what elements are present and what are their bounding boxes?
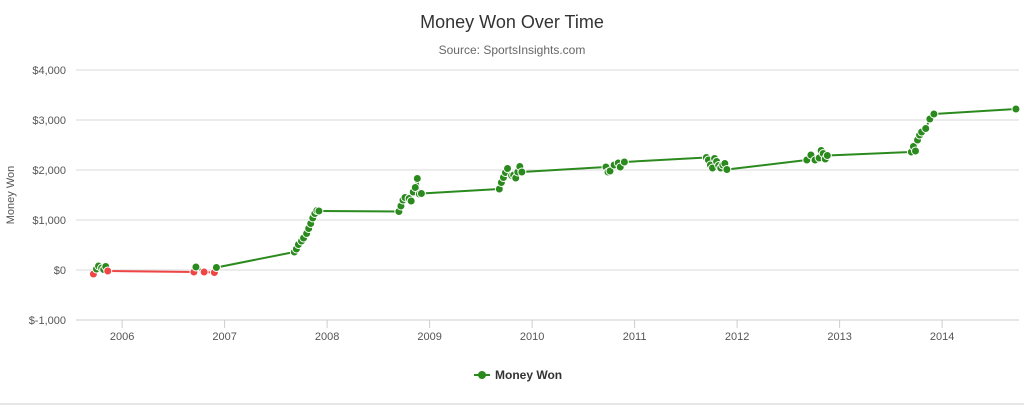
data-point[interactable]	[314, 206, 324, 216]
legend-marker-money-won	[478, 371, 486, 379]
x-tick-label: 2012	[725, 331, 749, 343]
series-money-won	[88, 104, 1021, 279]
series-segment	[420, 188, 501, 195]
y-tick-label: $2,000	[32, 165, 66, 177]
data-point[interactable]	[191, 262, 201, 272]
data-point[interactable]	[211, 263, 221, 272]
legend[interactable]: Money Won	[474, 368, 562, 382]
data-point[interactable]	[199, 267, 209, 277]
x-tick-label: 2011	[623, 331, 647, 343]
y-axis-title: Money Won	[5, 166, 17, 225]
data-point[interactable]	[406, 196, 416, 206]
chart-title: Money Won Over Time	[420, 12, 604, 32]
x-tick-label: 2009	[417, 331, 441, 343]
x-tick-label: 2007	[212, 331, 236, 343]
series-segment	[215, 251, 296, 269]
x-tick-label: 2014	[930, 331, 954, 343]
data-point[interactable]	[416, 189, 426, 198]
series-segment	[520, 166, 607, 173]
x-tick-label: 2008	[315, 331, 339, 343]
data-point[interactable]	[910, 146, 920, 156]
series-segment	[826, 151, 913, 157]
series-segment	[932, 108, 1017, 115]
data-point[interactable]	[619, 157, 629, 167]
data-point[interactable]	[921, 124, 931, 133]
data-point[interactable]	[605, 166, 615, 176]
data-point[interactable]	[1011, 104, 1021, 114]
x-axis-ticks: 2006 2007 2008 2009 2010 2011 2012 2013 2014	[110, 320, 954, 343]
data-point[interactable]	[722, 165, 732, 174]
y-tick-label: $-1,000	[29, 315, 66, 327]
data-point[interactable]	[503, 164, 513, 173]
data-point[interactable]	[410, 183, 420, 192]
series-segment	[725, 159, 808, 171]
data-point[interactable]	[822, 151, 832, 160]
y-tick-label: $0	[54, 265, 66, 277]
x-tick-label: 2010	[520, 331, 544, 343]
data-point[interactable]	[517, 167, 527, 177]
y-axis-ticks: $-1,000 $0 $1,000 $2,000 $3,000 $4,000	[29, 65, 66, 327]
series-segment	[317, 210, 400, 213]
y-tick-label: $4,000	[32, 65, 66, 77]
chart-subtitle: Source: SportsInsights.com	[439, 43, 586, 57]
x-tick-label: 2006	[110, 331, 134, 343]
series-segment	[106, 270, 195, 273]
x-tick-label: 2013	[827, 331, 851, 343]
legend-label-money-won: Money Won	[495, 368, 562, 382]
data-point[interactable]	[103, 266, 113, 276]
data-point[interactable]	[412, 174, 422, 183]
y-tick-label: $3,000	[32, 115, 66, 127]
y-tick-label: $1,000	[32, 215, 66, 227]
series-segment	[623, 156, 708, 163]
data-point[interactable]	[929, 109, 939, 119]
